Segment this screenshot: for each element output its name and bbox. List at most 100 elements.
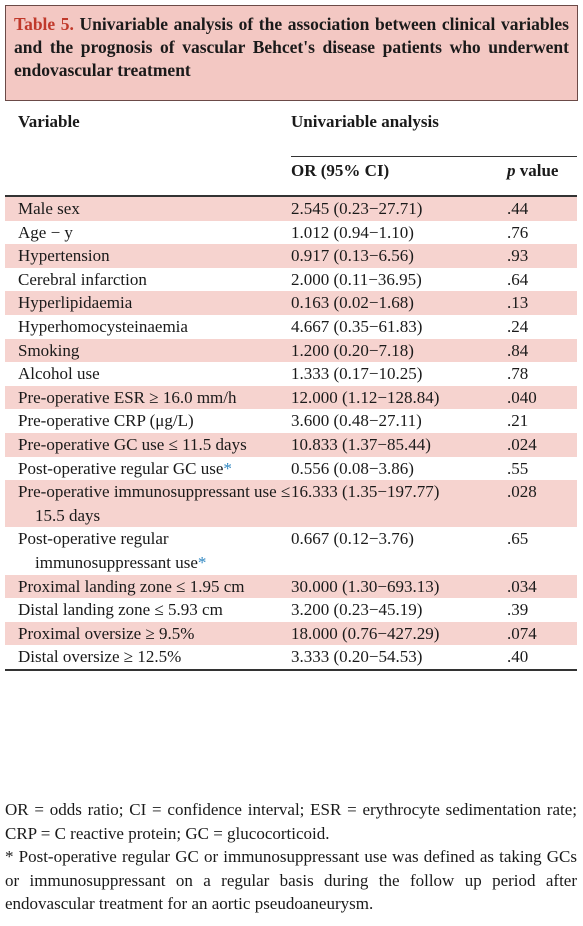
p-cell: .040 xyxy=(507,387,537,407)
p-cell: .024 xyxy=(507,434,537,454)
table-caption: Table 5. Univariable analysis of the ass… xyxy=(5,5,578,101)
or-cell: 1.012 (0.94−1.10) xyxy=(291,222,414,242)
variable-cell: Pre-operative immunosuppressant use ≤ 15… xyxy=(5,480,291,527)
variable-cell: Pre-operative CRP (μg/L) xyxy=(5,409,291,433)
p-cell: .76 xyxy=(507,222,529,242)
header-cell: p value xyxy=(507,156,577,197)
variable-text: Smoking xyxy=(18,340,80,360)
or-cell: 18.000 (0.76−427.29) xyxy=(291,623,440,643)
variable-text: Hypertension xyxy=(18,246,110,266)
variable-text: Age − y xyxy=(18,222,73,242)
or-cell: 1.200 (0.20−7.18) xyxy=(291,340,414,360)
p-cell: .55 xyxy=(507,458,529,478)
table-row: Pre-operative immunosuppressant use ≤ 15… xyxy=(5,480,577,528)
variable-text: Post-operative regular GC use xyxy=(18,458,224,478)
variable-cell: Post-operative regular immunosuppressant… xyxy=(5,527,291,574)
table-row: Distal oversize ≥ 12.5% 3.333 (0.20−54.53… xyxy=(5,645,577,671)
table-row: Post-operative regular GC use* 0.556 (0.0… xyxy=(5,457,577,481)
footnote: * Post-operative regular GC or immunosup… xyxy=(5,847,577,913)
or-cell: 3.200 (0.23−45.19) xyxy=(291,600,423,620)
or-cell: 0.667 (0.12−3.76) xyxy=(291,529,414,549)
variable-cell: Smoking xyxy=(5,339,291,363)
variable-cell: Pre-operative ESR ≥ 16.0 mm/h xyxy=(5,386,291,410)
or-cell: 0.917 (0.13−6.56) xyxy=(291,246,414,266)
variable-text: Hyperlipidaemia xyxy=(18,293,133,313)
p-cell: .13 xyxy=(507,293,529,313)
p-cell: .65 xyxy=(507,529,529,549)
variable-cell: Cerebral infarction xyxy=(5,268,291,292)
table-row: Male sex 2.545 (0.23−27.71) .44 xyxy=(5,196,577,221)
table-row: Hypertension 0.917 (0.13−6.56) .93 xyxy=(5,244,577,268)
footnote: OR = odds ratio; CI = confidence interva… xyxy=(5,800,577,843)
or-cell: 30.000 (1.30−693.13) xyxy=(291,576,440,596)
table-row: Pre-operative CRP (μg/L) 3.600 (0.48−27.1… xyxy=(5,409,577,433)
caption-text: Univariable analysis of the association … xyxy=(14,14,569,80)
variable-text: Post-operative regular immunosuppressant… xyxy=(18,529,198,572)
table-row: Pre-operative GC use ≤ 11.5 days 10.833 (… xyxy=(5,432,577,457)
table-row: Smoking 1.200 (0.20−7.18) .84 xyxy=(5,338,577,363)
variable-text: Distal oversize ≥ 12.5% xyxy=(18,647,182,667)
table-row: Pre-operative ESR ≥ 16.0 mm/h 12.000 (1.1… xyxy=(5,385,577,410)
variable-cell: Age − y xyxy=(5,221,291,245)
variable-cell: Distal landing zone ≤ 5.93 cm xyxy=(5,598,291,622)
or-cell: 12.000 (1.12−128.84) xyxy=(291,387,440,407)
table-row: Post-operative regular immunosuppressant… xyxy=(5,527,577,574)
or-cell: 3.333 (0.20−54.53) xyxy=(291,645,507,671)
table-row: Hyperlipidaemia 0.163 (0.02−1.68) .13 xyxy=(5,291,577,315)
p-cell: .64 xyxy=(507,269,529,289)
header-cell: Univariable analysis xyxy=(291,112,439,131)
variable-text: Pre-operative CRP (μg/L) xyxy=(18,411,194,431)
variable-cell: Proximal oversize ≥ 9.5% xyxy=(5,622,291,646)
table-row: Proximal oversize ≥ 9.5% 18.000 (0.76−427… xyxy=(5,621,577,646)
p-cell: .78 xyxy=(507,364,529,384)
table-row: Alcohol use 1.333 (0.17−10.25) .78 xyxy=(5,362,577,386)
footnote-marker: * xyxy=(197,552,207,572)
variable-cell: Hyperhomocysteinaemia xyxy=(5,315,291,339)
variable-text: Alcohol use xyxy=(18,364,100,384)
variable-cell: Alcohol use xyxy=(5,362,291,386)
or-cell: 16.333 (1.35−197.77) xyxy=(291,482,440,502)
caption-label: Table 5. xyxy=(14,14,74,34)
variable-text: Pre-operative GC use ≤ 11.5 days xyxy=(18,434,247,454)
variable-cell: Post-operative regular GC use* xyxy=(5,457,291,481)
or-cell: 0.163 (0.02−1.68) xyxy=(291,293,414,313)
variable-cell: Distal oversize ≥ 12.5% xyxy=(5,645,291,671)
table-row: Age − y 1.012 (0.94−1.10) .76 xyxy=(5,221,577,245)
p-cell: .074 xyxy=(507,623,537,643)
variable-text: Pre-operative immunosuppressant use ≤ 15… xyxy=(18,482,291,525)
table: Variable Univariable analysis OR (95% CI)… xyxy=(5,101,577,671)
p-cell: .028 xyxy=(507,482,537,502)
or-cell: 2.000 (0.11−36.95) xyxy=(291,269,422,289)
p-cell: .39 xyxy=(507,600,529,620)
variable-text: Proximal oversize ≥ 9.5% xyxy=(18,623,195,643)
variable-text: Distal landing zone ≤ 5.93 cm xyxy=(18,600,223,620)
variable-text: Hyperhomocysteinaemia xyxy=(18,316,188,336)
or-cell: 4.667 (0.35−61.83) xyxy=(291,316,423,336)
variable-text: Pre-operative ESR ≥ 16.0 mm/h xyxy=(18,387,237,407)
table-row: Distal landing zone ≤ 5.93 cm 3.200 (0.23… xyxy=(5,598,577,622)
table-row: Hyperhomocysteinaemia 4.667 (0.35−61.83).… xyxy=(5,315,577,339)
p-cell: .21 xyxy=(507,411,529,431)
variable-cell: Male sex xyxy=(5,196,291,221)
footnotes: OR = odds ratio; CI = confidence interva… xyxy=(5,798,577,916)
variable-cell: Pre-operative GC use ≤ 11.5 days xyxy=(5,433,291,457)
variable-text: Male sex xyxy=(18,199,80,218)
header-cell: OR (95% CI) xyxy=(291,156,507,197)
or-cell: 1.333 (0.17−10.25) xyxy=(291,364,423,384)
footnote-marker: * xyxy=(223,458,232,478)
variable-cell: Hypertension xyxy=(5,244,291,268)
p-cell: .44 xyxy=(507,199,529,218)
variable-cell: Hyperlipidaemia xyxy=(5,291,291,315)
or-cell: 3.600 (0.48−27.11) xyxy=(291,411,422,431)
header-cell: Variable xyxy=(18,112,80,131)
p-cell: .93 xyxy=(507,246,529,266)
p-cell: .84 xyxy=(507,340,529,360)
or-cell: 2.545 (0.23−27.71) xyxy=(291,199,423,218)
variable-text: Cerebral infarction xyxy=(18,269,147,289)
table-row: Proximal landing zone ≤ 1.95 cm 30.000 (1… xyxy=(5,574,577,599)
p-cell: .24 xyxy=(507,316,529,336)
or-cell: 0.556 (0.08−3.86) xyxy=(291,458,414,478)
p-cell: .034 xyxy=(507,576,537,596)
variable-text: Proximal landing zone ≤ 1.95 cm xyxy=(18,576,245,596)
